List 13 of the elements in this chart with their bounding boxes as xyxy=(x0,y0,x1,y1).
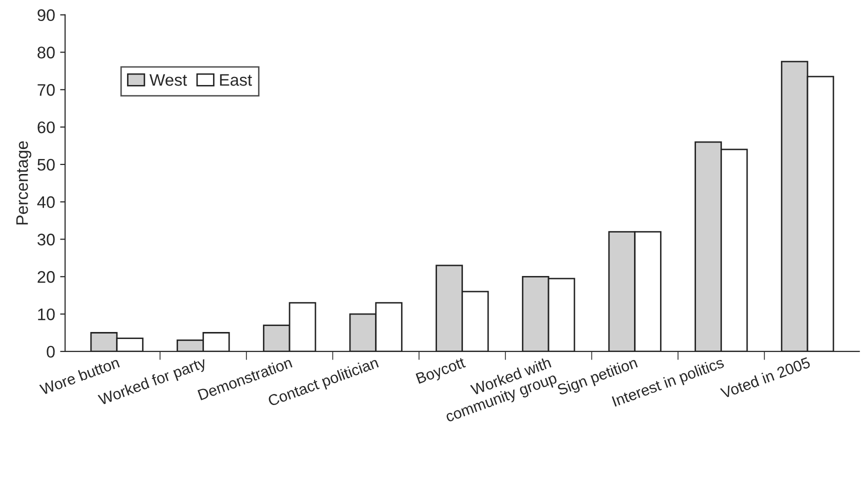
y-tick-label: 60 xyxy=(38,121,55,134)
y-tick-label: 70 xyxy=(38,84,55,96)
y-tick-label: 50 xyxy=(38,158,55,171)
legend-label: East xyxy=(220,74,252,86)
y-tick-label: 40 xyxy=(37,196,55,208)
y-tick-label: 90 xyxy=(38,9,55,22)
y-tick-label: 80 xyxy=(38,46,55,58)
y-tick-label: 0 xyxy=(46,346,55,358)
y-tick-label: 20 xyxy=(38,271,55,283)
y-axis-title: Percentage xyxy=(16,141,32,224)
y-tick-label: 30 xyxy=(37,234,55,246)
legend-label: West xyxy=(149,74,187,86)
y-tick-label: 10 xyxy=(38,308,55,320)
